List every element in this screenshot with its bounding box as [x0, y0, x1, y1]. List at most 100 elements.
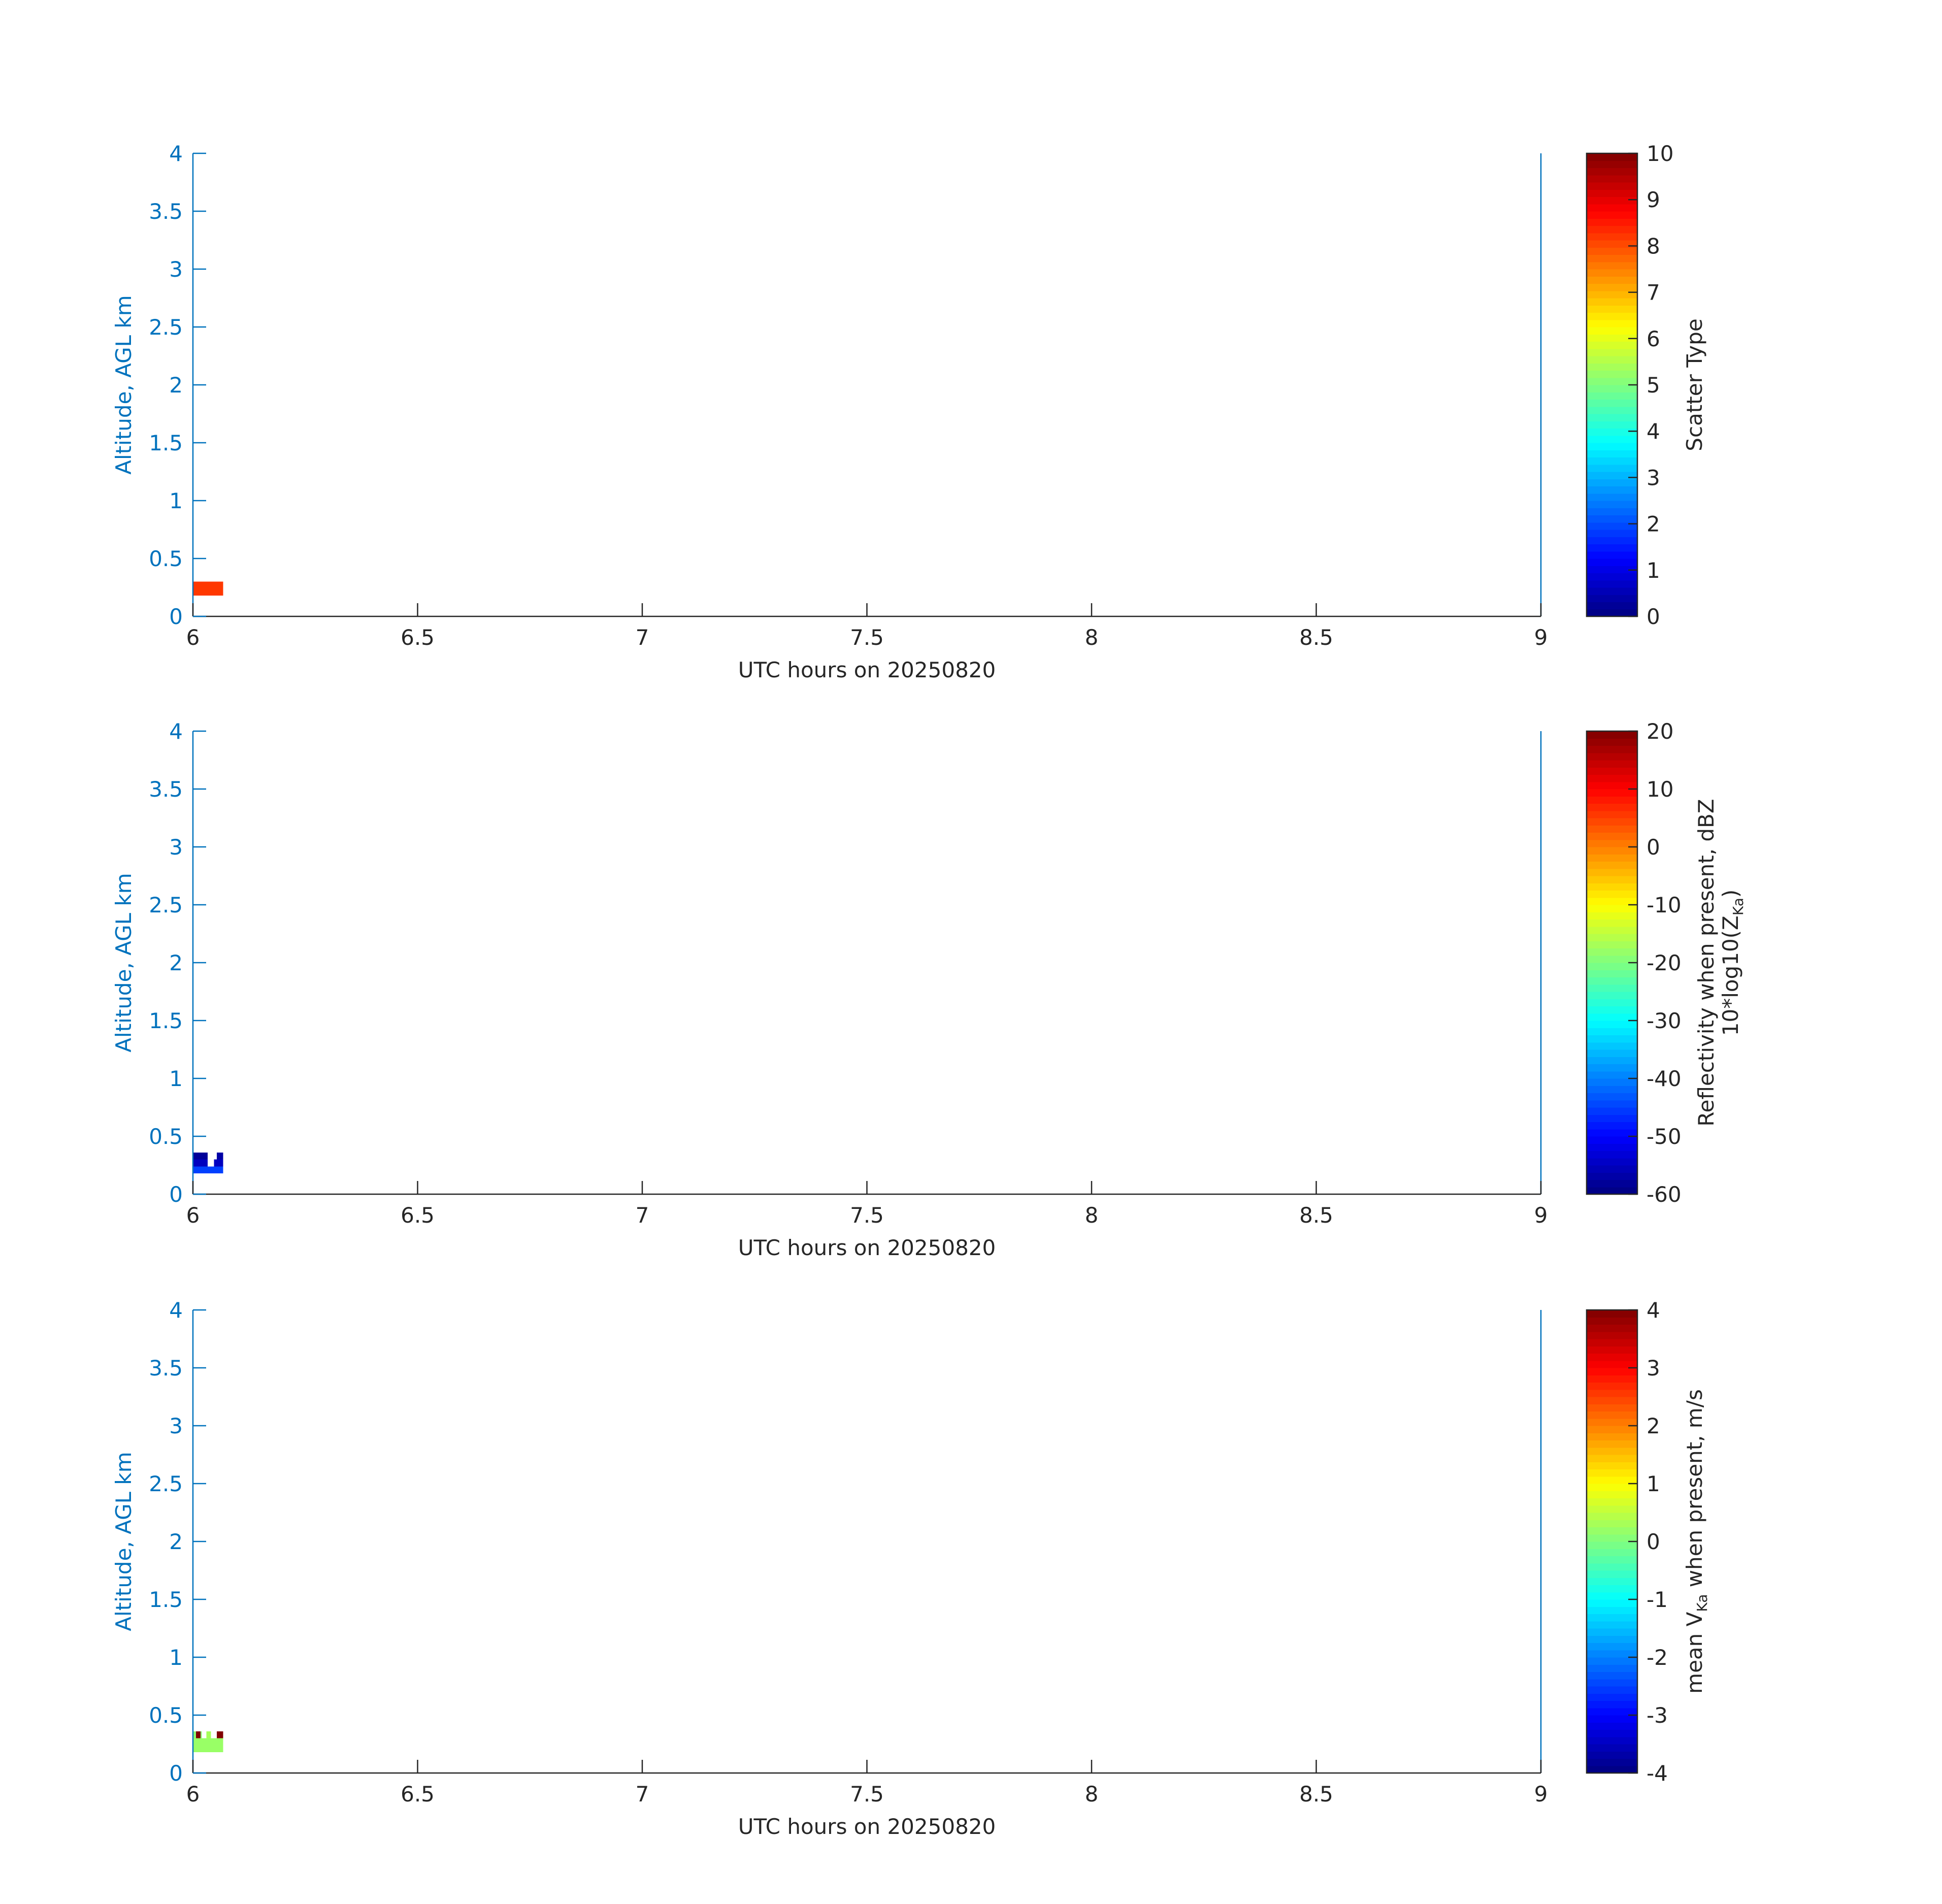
- colorbar-segment: [1587, 1078, 1637, 1086]
- colorbar-segment: [1587, 1339, 1637, 1347]
- colorbar-segment: [1587, 414, 1637, 421]
- colorbar-segment: [1587, 1136, 1637, 1144]
- colorbar-segment: [1587, 832, 1637, 840]
- colorbar-segment: [1587, 1049, 1637, 1057]
- colorbar-segment: [1587, 876, 1637, 883]
- colorbar-tick-label: 9: [1647, 187, 1660, 212]
- data-cell: [193, 1159, 208, 1167]
- y-tick-label: 1: [169, 1645, 183, 1670]
- colorbar-segment: [1587, 1751, 1637, 1759]
- colorbar-segment: [1587, 276, 1637, 284]
- colorbar-segment: [1587, 312, 1637, 320]
- colorbar-segment: [1587, 609, 1637, 617]
- colorbar-segment: [1587, 1389, 1637, 1397]
- colorbar-segment: [1587, 890, 1637, 898]
- colorbar-segment: [1587, 1534, 1637, 1542]
- colorbar-segment: [1587, 1469, 1637, 1477]
- y-tick-label: 2: [169, 373, 183, 398]
- colorbar-segment: [1587, 1411, 1637, 1419]
- y-tick-label: 2.5: [149, 893, 183, 917]
- colorbar-segment: [1587, 1013, 1637, 1021]
- colorbar-segment: [1587, 1346, 1637, 1354]
- data-cell: [196, 1731, 201, 1738]
- colorbar-segment: [1587, 1447, 1637, 1455]
- x-tick-label: 7: [636, 1203, 649, 1228]
- data-cell: [214, 1159, 223, 1167]
- colorbar-segment: [1587, 1556, 1637, 1564]
- colorbar-segment: [1587, 1397, 1637, 1404]
- colorbar-segment: [1587, 1635, 1637, 1644]
- colorbar-segment: [1587, 269, 1637, 277]
- colorbar-segment: [1587, 392, 1637, 400]
- colorbar-segment: [1587, 290, 1637, 299]
- colorbar-label-line2-main: 10*log10(Z: [1718, 915, 1743, 1036]
- colorbar-segment: [1587, 421, 1637, 429]
- colorbar-segment: [1587, 1484, 1637, 1491]
- colorbar-tick-label: 10: [1647, 141, 1673, 166]
- colorbar-tick-label: 3: [1647, 1356, 1660, 1381]
- colorbar-segment: [1587, 196, 1637, 205]
- colorbar-segment: [1587, 1382, 1637, 1390]
- colorbar-segment: [1587, 450, 1637, 458]
- colorbar-tick-label: 0: [1647, 835, 1660, 860]
- colorbar-segment: [1587, 1563, 1637, 1571]
- data-cell: [216, 1152, 223, 1160]
- colorbar-segment: [1587, 1578, 1637, 1586]
- y-tick-label: 2.5: [149, 315, 183, 340]
- colorbar-segment: [1587, 1165, 1637, 1173]
- y-tick-label: 0: [169, 1761, 183, 1786]
- colorbar-segment: [1587, 897, 1637, 905]
- colorbar-segment: [1587, 544, 1637, 552]
- x-tick-label: 6: [186, 625, 200, 650]
- x-tick-label: 9: [1534, 1203, 1548, 1228]
- colorbar-segment: [1587, 1671, 1637, 1680]
- colorbar-segment: [1587, 1071, 1637, 1079]
- colorbar-segment: [1587, 970, 1637, 978]
- x-tick-label: 6: [186, 1203, 200, 1228]
- colorbar-segment: [1587, 941, 1637, 949]
- colorbar-segment: [1587, 1744, 1637, 1752]
- y-tick-label: 3.5: [149, 777, 183, 802]
- colorbar-segment: [1587, 1498, 1637, 1506]
- colorbar-segment: [1587, 1736, 1637, 1745]
- y-tick-label: 3: [169, 257, 183, 282]
- colorbar-segment: [1587, 1093, 1637, 1101]
- colorbar-segment: [1587, 1440, 1637, 1448]
- colorbar: -4 -3 -2 -1 0 1 2 3 4 mean VKa when present, m/s: [1586, 1298, 1710, 1786]
- colorbar-segment: [1587, 1129, 1637, 1137]
- x-tick-label: 6.5: [401, 1203, 435, 1228]
- colorbar-segment: [1587, 1310, 1637, 1318]
- colorbar-segment: [1587, 551, 1637, 559]
- colorbar-segment: [1587, 595, 1637, 603]
- colorbar-segment: [1587, 348, 1637, 356]
- colorbar-tick-label: -2: [1647, 1645, 1668, 1670]
- colorbar-segment: [1587, 1143, 1637, 1152]
- colorbar-segment: [1587, 854, 1637, 862]
- colorbar-segment: [1587, 912, 1637, 920]
- colorbar-segment: [1587, 803, 1637, 811]
- colorbar-segment: [1587, 1614, 1637, 1622]
- colorbar-segment: [1587, 363, 1637, 371]
- colorbar-segment: [1587, 486, 1637, 494]
- colorbar-segment: [1587, 1426, 1637, 1433]
- colorbar-segment: [1587, 1686, 1637, 1694]
- colorbar-segment: [1587, 977, 1637, 985]
- colorbar-segment: [1587, 522, 1637, 530]
- colorbar-segment: [1587, 948, 1637, 956]
- colorbar-tick-label: 0: [1647, 1529, 1660, 1554]
- colorbar: -60 -50 -40 -30 -20 -10 0 10 20 Reflectivity when…: [1586, 719, 1747, 1207]
- x-tick-label: 8: [1085, 1203, 1099, 1228]
- colorbar-segment: [1587, 493, 1637, 501]
- colorbar-tick-label: 4: [1647, 419, 1660, 444]
- colorbar-segment: [1587, 168, 1637, 176]
- colorbar-segment: [1587, 1715, 1637, 1723]
- x-tick-label: 9: [1534, 1782, 1548, 1807]
- y-tick-label: 1.5: [149, 1008, 183, 1033]
- colorbar-segment: [1587, 1541, 1637, 1549]
- x-tick-label: 8: [1085, 625, 1099, 650]
- colorbar-segment: [1587, 731, 1637, 739]
- colorbar-segment: [1587, 356, 1637, 364]
- colorbar-tick-label: 1: [1647, 1471, 1660, 1496]
- colorbar-segment: [1587, 298, 1637, 306]
